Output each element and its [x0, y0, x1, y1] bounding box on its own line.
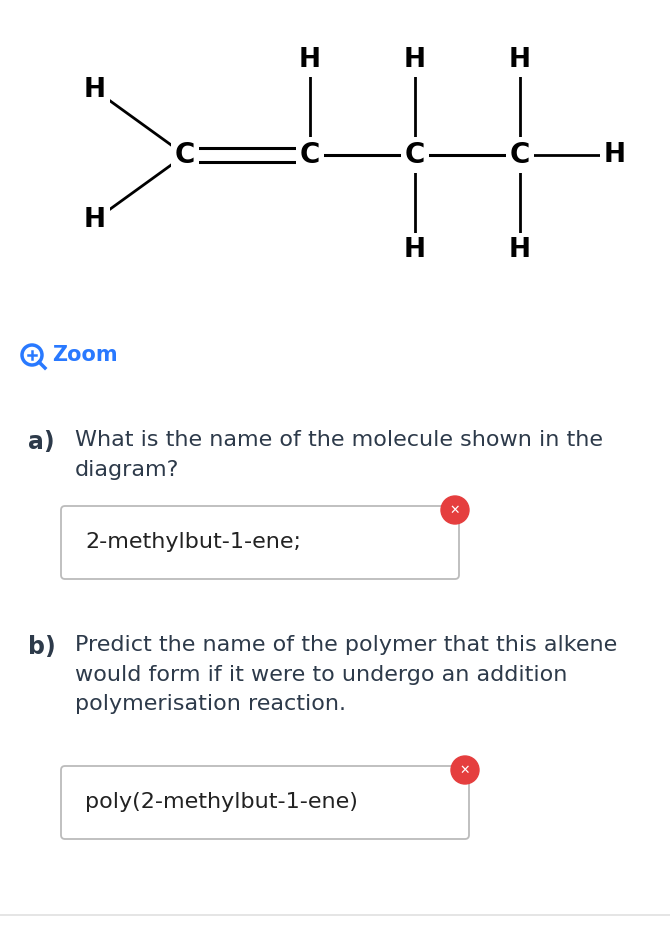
Text: ✕: ✕ [460, 764, 470, 776]
Text: H: H [84, 207, 106, 233]
Text: H: H [404, 237, 426, 263]
Text: H: H [509, 47, 531, 73]
Text: b): b) [28, 635, 56, 659]
Text: 2-methylbut-1-ene;: 2-methylbut-1-ene; [85, 532, 301, 552]
Text: C: C [175, 141, 195, 169]
Circle shape [441, 496, 469, 524]
Text: C: C [405, 141, 425, 169]
Text: C: C [299, 141, 320, 169]
Text: Predict the name of the polymer that this alkene
would form if it were to underg: Predict the name of the polymer that thi… [75, 635, 617, 715]
Text: H: H [509, 237, 531, 263]
Text: H: H [404, 47, 426, 73]
Text: Zoom: Zoom [52, 345, 118, 365]
Circle shape [451, 756, 479, 784]
Text: H: H [604, 142, 626, 168]
FancyBboxPatch shape [61, 766, 469, 839]
Text: H: H [299, 47, 321, 73]
Text: poly(2-methylbut-1-ene): poly(2-methylbut-1-ene) [85, 792, 358, 812]
Text: H: H [84, 77, 106, 103]
Text: ✕: ✕ [450, 504, 460, 516]
Text: C: C [510, 141, 530, 169]
FancyBboxPatch shape [61, 506, 459, 579]
Text: a): a) [28, 430, 55, 454]
Text: What is the name of the molecule shown in the
diagram?: What is the name of the molecule shown i… [75, 430, 603, 479]
